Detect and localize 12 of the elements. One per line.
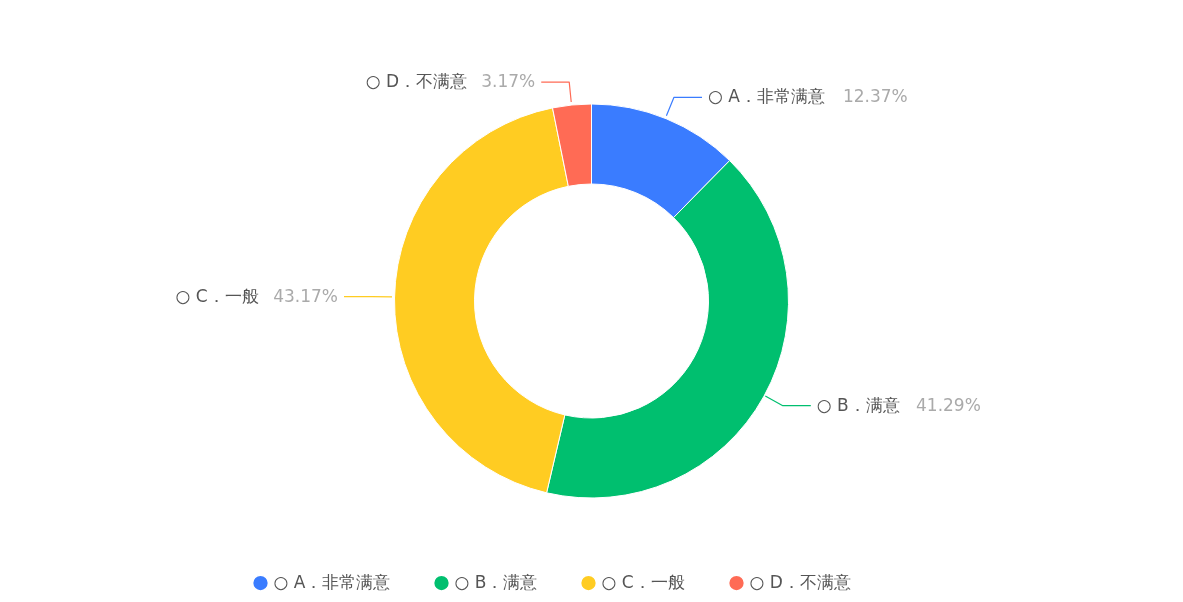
legend-label: ○ A．非常满意 — [273, 572, 391, 593]
data-label: 41.29% — [916, 394, 981, 415]
legend-label: ○ B．满意 — [454, 572, 538, 593]
slice-label: ○ C．一般 — [175, 285, 259, 306]
legend-label: ○ D．不满意 — [749, 572, 851, 593]
data-label: 12.37% — [842, 86, 908, 107]
slice-label: ○ B．满意 — [816, 394, 900, 415]
data-label: 43.17% — [273, 285, 339, 306]
slice-label: ○ A．非常满意 — [707, 86, 825, 107]
legend-label: ○ C．一般 — [601, 572, 685, 593]
slice-label: ○ D．不满意 — [365, 71, 468, 92]
data-label: 3.17% — [481, 71, 536, 92]
